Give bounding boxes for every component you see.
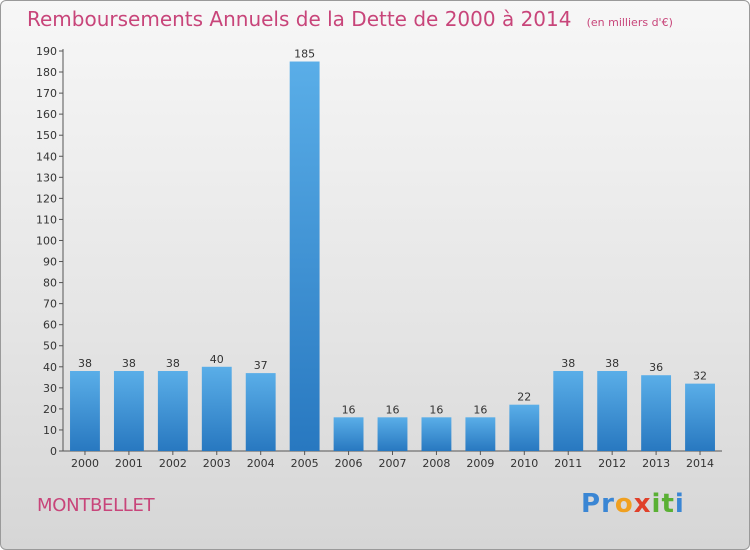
y-tick-label: 100: [36, 234, 57, 247]
bar: [157, 371, 188, 451]
bar-value-label: 38: [166, 357, 180, 370]
bar: [377, 417, 408, 451]
bar-value-label: 38: [605, 357, 619, 370]
x-tick-label: 2009: [466, 457, 494, 470]
x-tick-label: 2008: [422, 457, 450, 470]
y-tick-label: 140: [36, 150, 57, 163]
brand-letter: i: [674, 489, 685, 519]
x-tick-label: 2001: [115, 457, 143, 470]
bar-value-label: 32: [693, 370, 707, 383]
chart-labels: 38 38 38 40 37 185 16 16 16 16 22 38 38 36 32: [78, 48, 707, 417]
y-tick-label: 0: [50, 445, 57, 458]
y-tick-label: 110: [36, 213, 57, 226]
y-tick-label: 90: [43, 256, 57, 269]
bar-value-label: 185: [294, 48, 315, 61]
bar: [245, 373, 276, 451]
x-tick-label: 2004: [247, 457, 275, 470]
chart-title-main: Remboursements Annuels de la Dette de 20…: [27, 7, 572, 31]
y-tick-label: 30: [43, 382, 57, 395]
bar-value-label: 38: [561, 357, 575, 370]
y-tick-label: 60: [43, 319, 57, 332]
x-tick-label: 2007: [379, 457, 407, 470]
y-tick-label: 130: [36, 171, 57, 184]
y-tick-label: 20: [43, 403, 57, 416]
bar-value-label: 16: [342, 403, 356, 416]
x-tick-label: 2011: [554, 457, 582, 470]
y-tick-label: 150: [36, 129, 57, 142]
x-tick-label: 2012: [598, 457, 626, 470]
y-tick-label: 80: [43, 277, 57, 290]
bar: [465, 417, 496, 451]
bar: [70, 371, 100, 451]
x-tick-label: 2010: [510, 457, 538, 470]
commune-name: MONTBELLET: [37, 495, 155, 516]
y-tick-label: 10: [43, 424, 57, 437]
bar: [201, 366, 232, 451]
brand-letter: x: [633, 489, 652, 519]
brand-letter: t: [661, 489, 675, 519]
x-tick-label: 2000: [71, 457, 99, 470]
bar: [509, 404, 540, 451]
bar: [113, 371, 144, 451]
bar-value-label: 22: [517, 391, 531, 404]
chart-title-unit: (en milliers d'€): [586, 16, 673, 29]
y-tick-label: 50: [43, 340, 57, 353]
chart-axes: 0 10 20 30 40 50 60 70 80 90 100 110 120 130 140 150 160…: [36, 45, 722, 470]
bar: [421, 417, 452, 451]
bar-value-label: 38: [122, 357, 136, 370]
chart-bars: [70, 61, 715, 452]
x-tick-label: 2014: [686, 457, 714, 470]
brand-letter: o: [614, 489, 634, 519]
brand-letter: P: [581, 489, 602, 519]
bar-value-label: 36: [649, 361, 663, 374]
y-tick-label: 120: [36, 192, 57, 205]
brand-letter: r: [601, 489, 615, 519]
y-tick-label: 160: [36, 108, 57, 121]
bar: [685, 383, 715, 451]
x-tick-label: 2003: [203, 457, 231, 470]
x-tick-label: 2006: [335, 457, 363, 470]
bar: [597, 371, 628, 451]
bar-value-label: 37: [254, 359, 268, 372]
bar-value-label: 38: [78, 357, 92, 370]
x-tick-label: 2005: [291, 457, 319, 470]
brand-letter: i: [651, 489, 662, 519]
bar-value-label: 16: [429, 403, 443, 416]
y-tick-label: 170: [36, 87, 57, 100]
bar-value-label: 16: [473, 403, 487, 416]
y-tick-label: 40: [43, 361, 57, 374]
x-tick-label: 2013: [642, 457, 670, 470]
brand-logo: Proxiti: [581, 489, 685, 519]
bar: [289, 61, 320, 452]
x-tick-label: 2002: [159, 457, 187, 470]
y-tick-label: 70: [43, 298, 57, 311]
chart-title: Remboursements Annuels de la Dette de 20…: [27, 7, 673, 31]
y-tick-label: 180: [36, 66, 57, 79]
bar-value-label: 16: [386, 403, 400, 416]
bar: [553, 371, 584, 451]
bar-value-label: 40: [210, 353, 224, 366]
bar: [641, 375, 672, 451]
y-tick-label: 190: [36, 45, 57, 58]
bar: [333, 417, 364, 451]
